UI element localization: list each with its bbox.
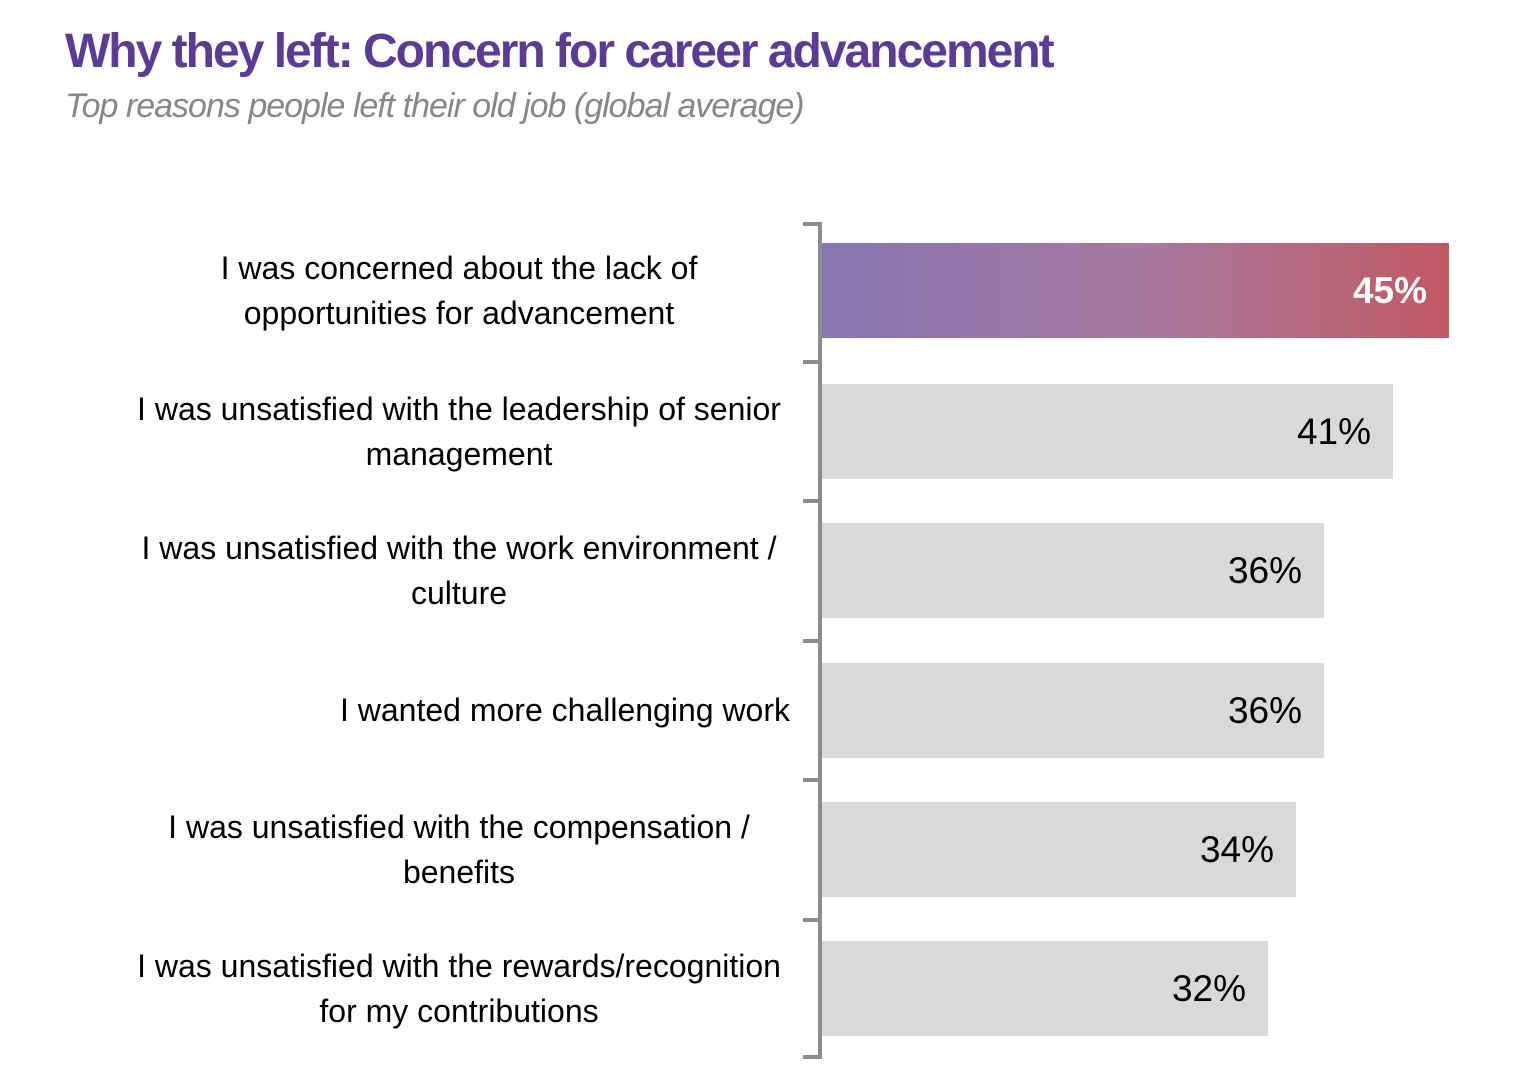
value-label: 36% [1227, 689, 1302, 731]
bar: 32% [822, 941, 1268, 1036]
category-label: I was unsatisfied with the compensation … [168, 808, 750, 890]
bar: 36% [822, 523, 1324, 618]
axis-tick [803, 499, 818, 503]
category-label-cell: I was unsatisfied with the compensation … [0, 802, 792, 897]
category-label-cell: I was concerned about the lack of opport… [0, 243, 792, 338]
category-label-cell: I wanted more challenging work [0, 663, 792, 758]
bar-row: I was unsatisfied with the leadership of… [0, 384, 1530, 479]
bar-track: 34% [822, 802, 1530, 897]
bar-track: 41% [822, 384, 1530, 479]
axis-tick [803, 1055, 818, 1059]
bar-track: 36% [822, 663, 1530, 758]
bar-row: I was unsatisfied with the compensation … [0, 802, 1530, 897]
value-label: 34% [1199, 828, 1274, 870]
bar: 34% [822, 802, 1296, 897]
category-label: I was unsatisfied with the work environm… [141, 529, 777, 611]
bar-track: 45% [822, 243, 1530, 338]
bar-track: 36% [822, 523, 1530, 618]
y-axis-line [818, 222, 822, 1059]
axis-tick [803, 359, 818, 364]
bar-row: I was unsatisfied with the work environm… [0, 523, 1530, 618]
category-label-cell: I was unsatisfied with the rewards/recog… [0, 941, 792, 1036]
category-label-cell: I was unsatisfied with the work environm… [0, 523, 792, 618]
value-label: 36% [1227, 549, 1302, 591]
chart-header: Why they left: Concern for career advanc… [65, 25, 1485, 126]
bar-track: 32% [822, 941, 1530, 1036]
category-label: I was concerned about the lack of opport… [220, 249, 698, 331]
bar-row: I wanted more challenging work 36% [0, 663, 1530, 758]
bar: 36% [822, 663, 1324, 758]
value-label: 41% [1296, 410, 1371, 452]
category-label: I was unsatisfied with the leadership of… [137, 390, 781, 472]
category-label: I wanted more challenging work [339, 692, 790, 728]
axis-tick [803, 638, 818, 643]
bar-row: I was concerned about the lack of opport… [0, 243, 1530, 338]
category-label: I was unsatisfied with the rewards/recog… [137, 947, 781, 1029]
axis-tick [803, 917, 818, 922]
value-label: 45% [1352, 269, 1427, 311]
value-label: 32% [1171, 967, 1246, 1009]
axis-tick [803, 222, 818, 226]
bar-row: I was unsatisfied with the rewards/recog… [0, 941, 1530, 1036]
bar: 41% [822, 384, 1393, 479]
category-label-cell: I was unsatisfied with the leadership of… [0, 384, 792, 479]
axis-tick [803, 778, 818, 782]
chart-subtitle: Top reasons people left their old job (g… [65, 86, 805, 125]
bar: 45% [822, 243, 1449, 338]
chart-title: Why they left: Concern for career advanc… [65, 25, 1055, 78]
